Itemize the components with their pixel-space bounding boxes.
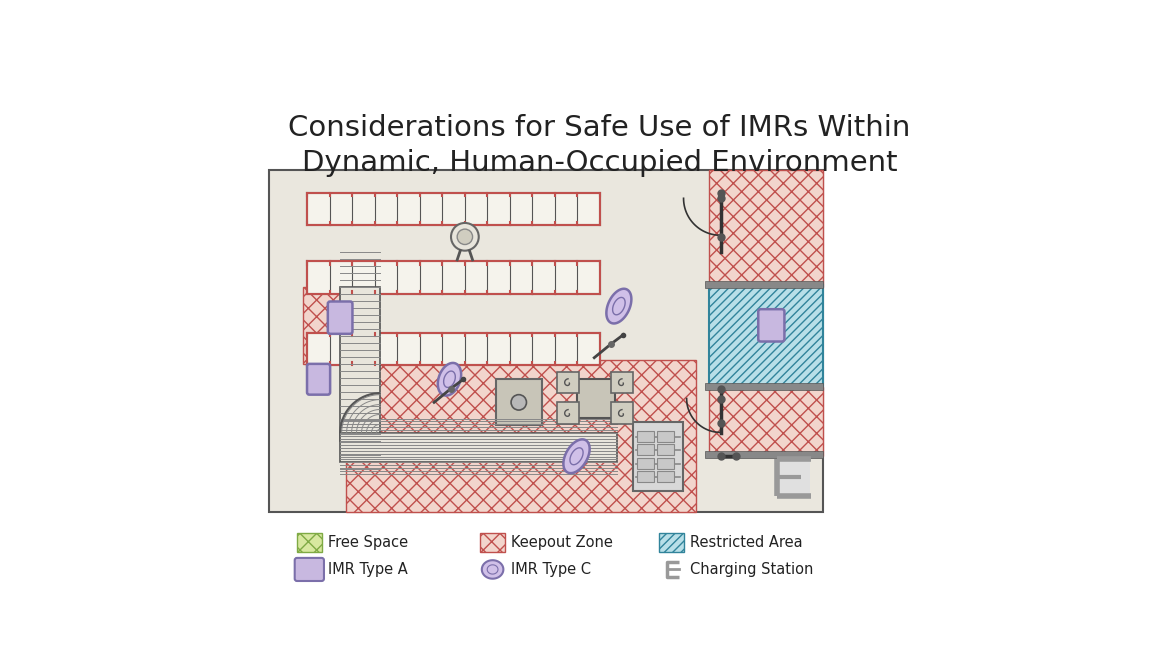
Bar [307, 333, 599, 365]
Polygon shape [606, 289, 632, 324]
Bar [307, 333, 599, 365]
Circle shape [450, 223, 479, 251]
Bar [658, 444, 674, 455]
Bar [611, 372, 633, 393]
Bar [658, 471, 674, 482]
Text: IMR Type A: IMR Type A [328, 562, 407, 577]
Bar [496, 379, 542, 426]
FancyBboxPatch shape [758, 309, 784, 342]
Bar [480, 533, 505, 552]
Bar [706, 383, 823, 390]
Bar [778, 460, 810, 494]
Bar [706, 451, 823, 458]
Text: Free Space: Free Space [328, 535, 408, 550]
Bar [557, 372, 579, 393]
Bar [340, 433, 618, 463]
Bar [636, 471, 654, 482]
Bar [706, 282, 823, 288]
FancyBboxPatch shape [328, 301, 352, 334]
Bar [709, 286, 823, 390]
Bar [659, 533, 683, 552]
Bar [611, 402, 633, 424]
Bar [636, 431, 654, 442]
Bar [658, 431, 674, 442]
Text: Restricted Area: Restricted Area [690, 535, 803, 550]
Bar [636, 458, 654, 468]
Bar [345, 360, 696, 512]
Bar [303, 287, 356, 364]
Text: Charging Station: Charging Station [690, 562, 813, 577]
FancyBboxPatch shape [295, 558, 324, 581]
Bar [269, 170, 823, 512]
Polygon shape [482, 560, 503, 578]
Polygon shape [438, 363, 461, 395]
Text: Considerations for Safe Use of IMRs Within
Dynamic, Human-Occupied Environment: Considerations for Safe Use of IMRs With… [289, 114, 910, 177]
FancyBboxPatch shape [307, 364, 330, 395]
Bar [658, 458, 674, 468]
Bar [307, 261, 599, 293]
Bar [297, 533, 322, 552]
Bar [636, 444, 654, 455]
Bar [709, 387, 823, 456]
Text: Keepout Zone: Keepout Zone [511, 535, 613, 550]
Bar [307, 193, 599, 225]
Bar [557, 402, 579, 424]
Circle shape [457, 229, 473, 245]
Polygon shape [564, 440, 590, 473]
Text: IMR Type C: IMR Type C [511, 562, 591, 577]
Bar [307, 193, 599, 225]
Bar [307, 261, 599, 293]
Bar [340, 287, 380, 441]
Bar [709, 170, 823, 287]
Bar [577, 379, 615, 418]
Bar [633, 422, 683, 491]
Circle shape [511, 395, 526, 410]
